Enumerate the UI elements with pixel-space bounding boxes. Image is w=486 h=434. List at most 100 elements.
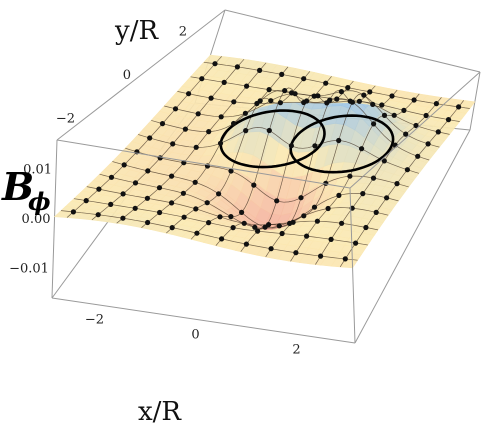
data-point	[342, 256, 348, 262]
data-point	[212, 61, 218, 67]
data-point	[132, 205, 138, 211]
mesh-line-y	[203, 61, 470, 109]
data-point	[304, 233, 310, 239]
data-point	[83, 198, 89, 204]
mesh-line-y	[60, 210, 358, 261]
data-point	[277, 100, 283, 106]
data-point	[252, 224, 258, 230]
data-point	[433, 101, 439, 107]
data-point	[169, 225, 175, 231]
tick-labels: −2 0 2 −2 0 2 0.01 0.00 −0.01	[9, 25, 301, 358]
data-point	[132, 180, 139, 186]
data-point	[228, 214, 234, 220]
data-point	[266, 127, 272, 134]
data-point	[169, 173, 175, 179]
data-point	[415, 153, 421, 159]
data-point	[425, 141, 431, 147]
data-point	[108, 174, 115, 180]
data-point	[156, 185, 163, 191]
data-point	[193, 144, 199, 150]
data-point	[157, 209, 163, 216]
data-point	[192, 179, 198, 185]
mesh-line-y	[190, 76, 460, 122]
data-point	[336, 137, 342, 144]
box-edge	[354, 129, 471, 344]
data-point	[241, 220, 247, 226]
x-tick-label: 2	[292, 343, 300, 358]
data-point	[381, 112, 388, 118]
mesh-line-x	[66, 56, 222, 218]
data-point	[234, 64, 240, 70]
mesh-line-x	[166, 71, 311, 234]
data-point	[180, 190, 186, 196]
data-point	[293, 250, 299, 256]
data-point	[208, 95, 214, 101]
data-point	[206, 220, 212, 226]
data-point	[204, 200, 210, 206]
mesh-line-y	[86, 186, 379, 231]
box-edge	[56, 9, 226, 141]
data-point	[230, 225, 236, 231]
data-point	[195, 111, 201, 117]
z-tick-label: −0.01	[9, 261, 49, 276]
y-tick-label: 0	[123, 68, 131, 83]
y-tick-label: 2	[179, 25, 187, 40]
data-point	[145, 168, 151, 174]
box-edge	[56, 139, 351, 189]
data-point	[255, 228, 261, 234]
data-point	[290, 219, 296, 225]
data-point	[353, 240, 359, 246]
current-loop	[219, 109, 326, 169]
data-point	[279, 230, 285, 237]
data-point	[361, 92, 367, 98]
z-axis-label: B	[1, 164, 34, 209]
current-loop	[289, 114, 395, 174]
data-point	[228, 168, 234, 174]
data-point	[268, 98, 274, 104]
data-point	[325, 205, 331, 212]
data-point	[312, 143, 318, 149]
data-point	[169, 200, 175, 206]
mesh-line-x	[339, 100, 464, 268]
data-point	[381, 158, 387, 164]
data-point	[243, 241, 249, 247]
data-point	[413, 122, 419, 129]
data-point	[95, 212, 101, 218]
data-point	[328, 236, 334, 242]
data-point	[370, 175, 377, 181]
data-point	[315, 93, 321, 99]
data-point	[242, 110, 248, 116]
mesh-line-y	[138, 127, 420, 174]
data-point	[347, 173, 353, 179]
mesh-line-x	[290, 93, 420, 262]
data-point	[120, 215, 126, 221]
data-point	[356, 98, 362, 104]
data-point	[370, 101, 376, 107]
data-point	[182, 126, 188, 132]
data-point	[392, 142, 398, 148]
data-point	[403, 131, 409, 137]
data-point	[334, 96, 340, 102]
data-point	[96, 186, 102, 192]
bounding-box-front	[51, 71, 481, 344]
data-point	[221, 79, 227, 85]
data-point	[121, 162, 127, 168]
data-point	[373, 209, 379, 215]
data-point	[456, 104, 462, 110]
data-point	[218, 114, 224, 120]
mesh-line-x	[141, 66, 289, 228]
data-point	[170, 141, 176, 147]
box-edge	[224, 9, 481, 73]
data-point	[359, 146, 365, 152]
data-point	[282, 88, 288, 94]
data-point	[70, 209, 76, 215]
data-point	[288, 143, 294, 149]
data-point	[266, 87, 272, 93]
data-point	[336, 192, 342, 198]
data-point	[199, 76, 205, 82]
data-point	[394, 181, 400, 187]
data-point	[144, 195, 150, 201]
box-edge	[51, 297, 356, 344]
data-point	[268, 246, 274, 252]
